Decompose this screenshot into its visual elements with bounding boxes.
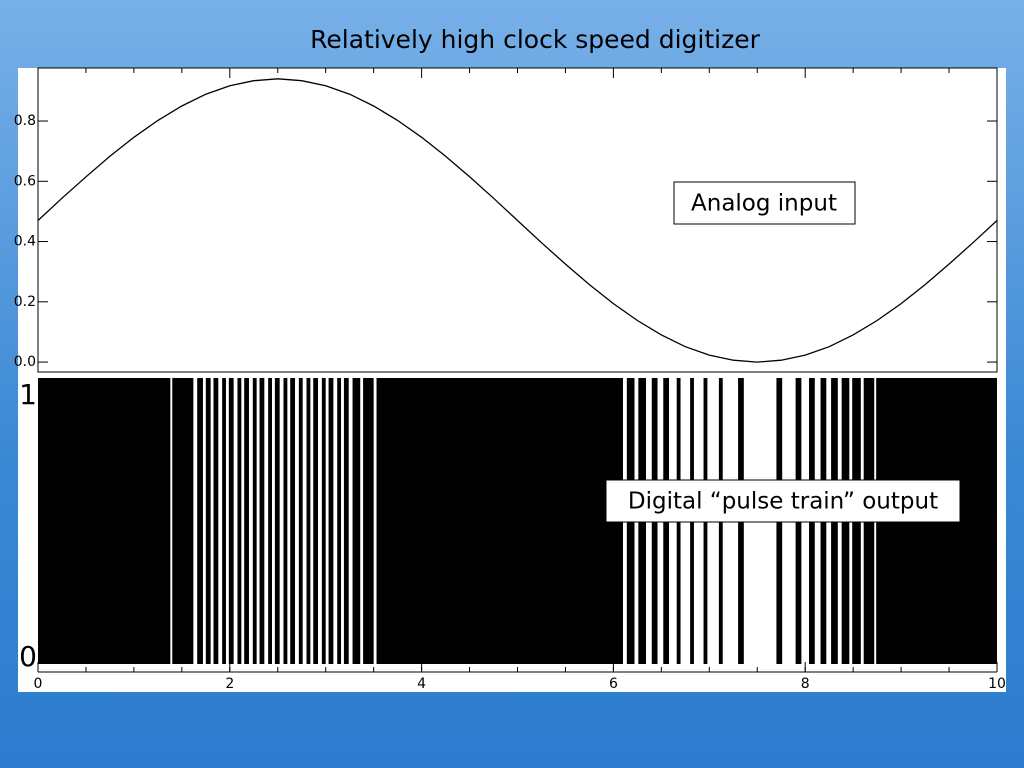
annotation-box	[673, 181, 856, 225]
x-tick-label: 6	[609, 676, 618, 692]
pulse-low	[256, 378, 260, 664]
pulse-low	[360, 378, 364, 664]
annotation-box	[605, 479, 961, 523]
pulse-low	[348, 378, 353, 664]
pulse-low	[302, 378, 307, 664]
pulse-low	[170, 378, 173, 664]
y-tick-label: 1	[19, 378, 37, 411]
pulse-low	[264, 378, 269, 664]
x-tick-label: 4	[417, 676, 426, 692]
y-tick-label: 0.0	[14, 354, 36, 370]
pulse-low	[241, 378, 245, 664]
annotation: Analog input	[691, 191, 837, 217]
y-tick-label: 0.2	[14, 294, 36, 310]
pulse-low	[287, 378, 291, 664]
pulse-low	[248, 378, 253, 664]
pulse-low	[233, 378, 238, 664]
x-tick-label: 10	[988, 676, 1006, 692]
x-tick-label: 2	[225, 676, 234, 692]
y-tick-label: 0.8	[14, 113, 36, 129]
pulse-low	[325, 378, 329, 664]
pulse-low	[225, 378, 229, 664]
pulse-low	[193, 378, 198, 664]
annotation: Digital “pulse train” output	[628, 489, 938, 515]
pulse-low	[271, 378, 275, 664]
pulse-low	[373, 378, 377, 664]
pulse-low	[295, 378, 299, 664]
pulse-low	[210, 378, 214, 664]
y-tick-label: 0.6	[14, 173, 36, 189]
slide-title: Relatively high clock speed digitizer	[310, 25, 760, 54]
x-tick-label: 8	[801, 676, 810, 692]
y-tick-label: 0.4	[14, 234, 36, 250]
pulse-low	[333, 378, 338, 664]
pulse-low	[279, 378, 284, 664]
pulse-low	[202, 378, 206, 664]
x-tick-label: 0	[34, 676, 43, 692]
pulse-low	[218, 378, 223, 664]
analog-line	[37, 78, 998, 363]
pulse-low	[310, 378, 314, 664]
pulse-low	[318, 378, 322, 664]
y-tick-label: 0	[19, 640, 37, 673]
pulse-low	[341, 378, 344, 664]
